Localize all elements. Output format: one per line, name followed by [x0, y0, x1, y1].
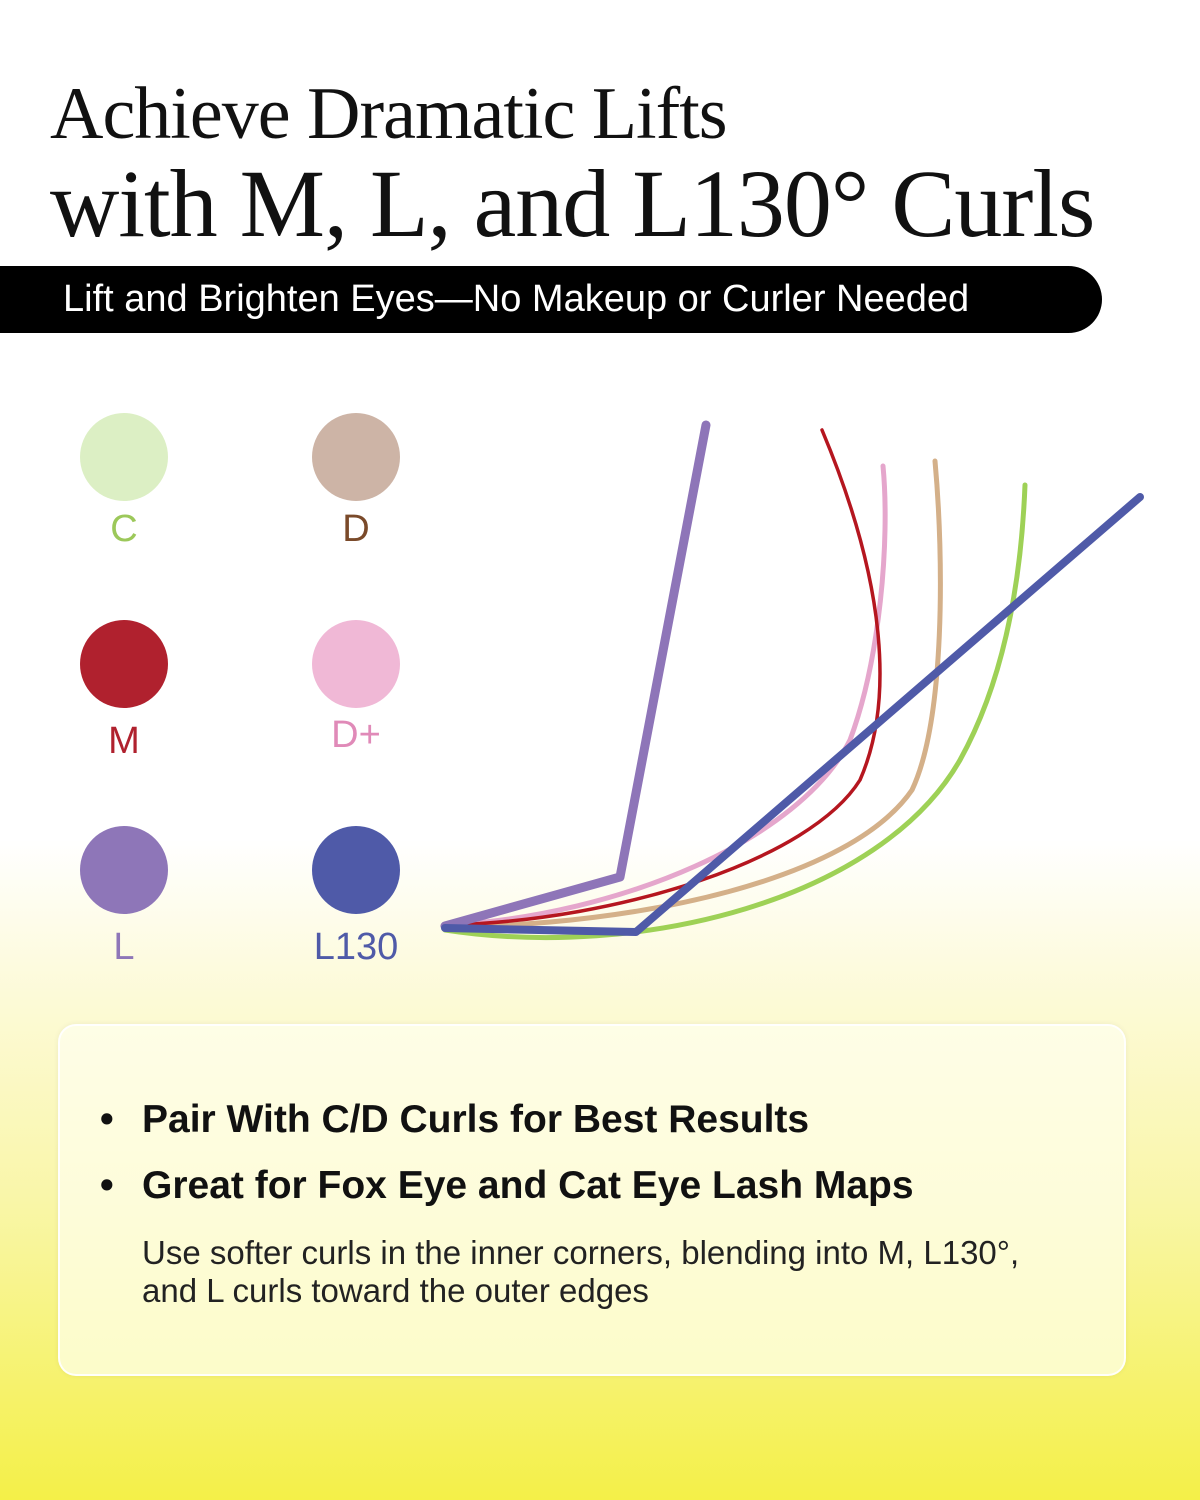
tips-card: • Pair With C/D Curls for Best Results • G… — [58, 1024, 1126, 1376]
label-d-plus: D+ — [331, 714, 381, 756]
label-d: D — [342, 508, 370, 550]
subtitle-banner: Lift and Brighten Eyes—No Makeup or Curl… — [0, 266, 1102, 333]
lash-curl-diagram — [440, 420, 1144, 941]
bullet-text: Great for Fox Eye and Cat Eye Lash Maps — [142, 1164, 914, 1207]
label-m: M — [108, 720, 140, 762]
curl-line-l — [440, 420, 711, 931]
label-c: C — [110, 508, 138, 550]
label-l130: L130 — [313, 926, 399, 968]
bullet-pair-curls: • Pair With C/D Curls for Best Results — [100, 1098, 809, 1142]
title-line-2: with M, L, and L130° Curls — [50, 150, 1095, 257]
curl-line-d-plus — [447, 463, 888, 928]
swatch-d-plus — [312, 620, 400, 708]
bullet-dot: • — [100, 1098, 114, 1141]
banner-text: Lift and Brighten Eyes—No Makeup or Curl… — [63, 278, 970, 320]
swatch-m — [80, 620, 168, 708]
swatch-d — [312, 413, 400, 501]
swatch-l — [80, 826, 168, 914]
swatch-l130 — [312, 826, 400, 914]
curl-line-m — [448, 428, 882, 927]
bullet-dot: • — [100, 1164, 114, 1207]
label-l: L — [113, 926, 135, 968]
bullet-text: Pair With C/D Curls for Best Results — [142, 1098, 810, 1141]
tip-note: Use softer curls in the inner corners, b… — [142, 1234, 1020, 1309]
curl-line-d — [447, 458, 943, 930]
curl-line-l130 — [441, 493, 1144, 936]
bullet-lash-maps: • Great for Fox Eye and Cat Eye Lash Maps — [100, 1164, 914, 1208]
swatch-c — [80, 413, 168, 501]
title-line-1: Achieve Dramatic Lifts — [50, 73, 728, 155]
